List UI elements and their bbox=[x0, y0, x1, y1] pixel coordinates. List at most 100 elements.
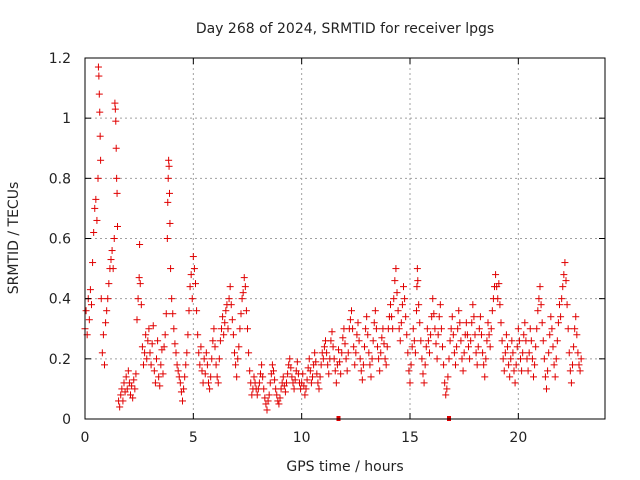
data-point bbox=[348, 307, 355, 315]
data-point bbox=[313, 370, 321, 378]
data-point bbox=[192, 280, 199, 288]
data-point bbox=[93, 216, 101, 224]
data-point bbox=[526, 325, 534, 333]
data-point bbox=[263, 406, 271, 414]
data-point bbox=[482, 355, 490, 363]
data-point bbox=[448, 313, 456, 321]
data-point bbox=[457, 337, 465, 345]
data-point bbox=[570, 343, 578, 351]
data-point bbox=[98, 349, 106, 357]
data-point bbox=[479, 349, 487, 357]
data-point bbox=[235, 343, 243, 351]
data-point bbox=[376, 367, 384, 375]
data-point bbox=[96, 108, 104, 116]
x-axis-label: GPS time / hours bbox=[286, 459, 403, 475]
data-point bbox=[172, 349, 180, 357]
data-point bbox=[99, 331, 107, 339]
data-point bbox=[324, 361, 332, 369]
data-point bbox=[553, 337, 561, 345]
data-point bbox=[392, 265, 400, 273]
data-point bbox=[103, 307, 111, 315]
data-point bbox=[276, 394, 284, 402]
data-point bbox=[478, 331, 485, 339]
data-point bbox=[195, 349, 203, 357]
data-point bbox=[440, 361, 448, 369]
data-point bbox=[112, 144, 120, 152]
data-point bbox=[359, 361, 367, 369]
data-point bbox=[420, 379, 428, 387]
data-point bbox=[124, 367, 132, 375]
data-point bbox=[520, 331, 528, 339]
data-point bbox=[216, 337, 224, 345]
data-point bbox=[233, 373, 241, 381]
data-point bbox=[563, 301, 571, 309]
data-point bbox=[439, 343, 446, 351]
data-point bbox=[370, 319, 378, 327]
data-point bbox=[452, 361, 459, 369]
data-point bbox=[339, 334, 347, 342]
data-point bbox=[505, 361, 513, 369]
data-point bbox=[138, 343, 146, 351]
data-point bbox=[237, 310, 245, 318]
data-point bbox=[513, 343, 521, 351]
data-point bbox=[261, 394, 269, 402]
data-point bbox=[136, 241, 144, 249]
data-point bbox=[569, 361, 576, 369]
data-point bbox=[198, 367, 206, 375]
data-point bbox=[414, 277, 422, 285]
data-point bbox=[207, 373, 215, 381]
data-point bbox=[156, 382, 164, 390]
data-point bbox=[222, 307, 230, 315]
data-point bbox=[466, 355, 474, 363]
data-point bbox=[163, 235, 171, 242]
data-point bbox=[194, 331, 202, 339]
data-point bbox=[193, 307, 201, 315]
data-point bbox=[208, 355, 216, 363]
data-point bbox=[541, 373, 549, 381]
data-point bbox=[329, 343, 337, 351]
data-point bbox=[352, 349, 360, 357]
data-point bbox=[173, 361, 181, 369]
data-point bbox=[546, 331, 554, 339]
data-point bbox=[475, 325, 483, 333]
data-point bbox=[286, 355, 294, 363]
data-point bbox=[413, 307, 420, 315]
data-point bbox=[113, 189, 121, 197]
data-point bbox=[372, 325, 380, 333]
data-point bbox=[277, 385, 285, 393]
data-point bbox=[395, 325, 403, 333]
data-point bbox=[548, 325, 556, 333]
data-point bbox=[259, 373, 267, 381]
data-point bbox=[421, 361, 429, 369]
data-point bbox=[242, 307, 250, 315]
data-point bbox=[184, 331, 192, 339]
data-point bbox=[284, 370, 292, 378]
data-point bbox=[487, 325, 495, 333]
data-point bbox=[167, 265, 175, 273]
data-point bbox=[517, 355, 524, 363]
data-point bbox=[341, 340, 349, 348]
data-point bbox=[356, 355, 364, 363]
data-point bbox=[431, 325, 439, 333]
data-point bbox=[268, 361, 276, 369]
data-point bbox=[454, 325, 462, 333]
data-point bbox=[418, 355, 426, 363]
data-point bbox=[389, 325, 397, 333]
data-point bbox=[413, 265, 421, 273]
data-point bbox=[566, 367, 574, 375]
data-point bbox=[88, 301, 95, 309]
data-point bbox=[556, 301, 563, 309]
data-point bbox=[351, 361, 359, 369]
data-point bbox=[97, 295, 105, 303]
data-point bbox=[130, 376, 138, 384]
data-point bbox=[573, 331, 581, 339]
data-point bbox=[154, 337, 162, 345]
data-point bbox=[107, 256, 115, 264]
data-point bbox=[362, 325, 370, 333]
data-point bbox=[534, 307, 542, 315]
y-tick-label: 0.4 bbox=[49, 292, 71, 308]
data-point bbox=[433, 355, 441, 363]
data-point bbox=[143, 355, 151, 363]
data-point bbox=[220, 331, 228, 339]
data-point bbox=[456, 319, 464, 327]
